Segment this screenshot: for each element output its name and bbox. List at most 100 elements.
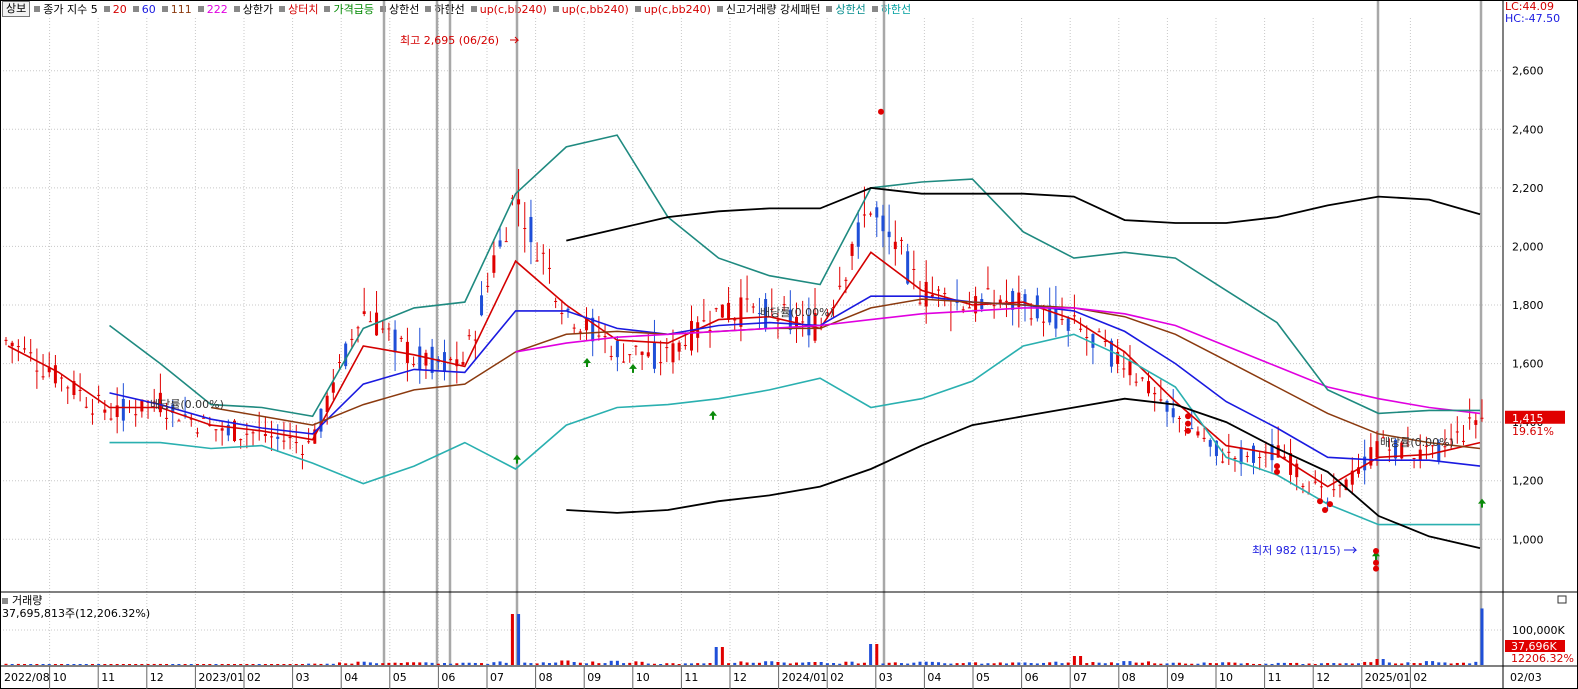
annotations: 최고 2,695 (06/26) 최저 982 (11/15) 배당률(0.00%)… xyxy=(150,34,1454,557)
volume-bar xyxy=(294,664,298,665)
signal-dot xyxy=(1185,427,1191,434)
legend-label: up(c,bb240) xyxy=(561,2,629,16)
volume-bar xyxy=(622,663,626,665)
legend-item[interactable]: 222 xyxy=(197,1,228,17)
volume-bar xyxy=(591,661,595,665)
candle-body xyxy=(677,342,681,352)
signal-dot xyxy=(1185,413,1191,420)
candle-body xyxy=(745,298,749,300)
candle-body xyxy=(578,331,582,333)
volume-bar xyxy=(807,662,811,665)
candle-body xyxy=(23,348,27,350)
volume-bar xyxy=(35,664,39,665)
legend-item[interactable]: 상한가 xyxy=(233,1,273,17)
volume-current-box xyxy=(1505,640,1565,652)
candle-body xyxy=(1350,470,1354,485)
candle-body xyxy=(1177,417,1181,419)
signal-dot xyxy=(1317,498,1323,505)
volume-bar xyxy=(1270,663,1274,665)
x-tick-label: 07 xyxy=(1073,671,1087,684)
volume-bar xyxy=(263,664,267,665)
volume-bar xyxy=(313,663,317,665)
candle-body xyxy=(825,315,829,317)
candle-body xyxy=(634,345,638,347)
x-tick-label: 08 xyxy=(539,671,553,684)
candle-body xyxy=(924,281,928,307)
legend-item[interactable]: 신고거래량 강세패턴 xyxy=(716,1,820,17)
volume-bar xyxy=(1196,663,1200,665)
volume-bar xyxy=(881,663,885,665)
candle-body xyxy=(134,414,138,416)
candle-body xyxy=(517,199,521,205)
candle-body xyxy=(1332,489,1336,491)
candle-body xyxy=(986,288,990,290)
candle-body xyxy=(1363,456,1367,471)
candle-body xyxy=(1394,439,1398,459)
candle-body xyxy=(430,346,434,373)
x-tick-label: 09 xyxy=(1170,671,1184,684)
volume-bar xyxy=(455,663,459,665)
candle-body xyxy=(782,304,786,306)
candle-body xyxy=(585,318,589,331)
legend-item[interactable]: up(c,bb240) xyxy=(634,1,711,17)
volume-bar xyxy=(560,660,564,665)
legend-item[interactable]: 종가 지수 5 xyxy=(34,1,98,17)
legend-item[interactable]: 60 xyxy=(132,1,156,17)
candle-body xyxy=(788,309,792,330)
legend-item[interactable]: 하한선 xyxy=(871,1,911,17)
volume-bar xyxy=(535,663,539,665)
candle-body xyxy=(473,339,477,341)
volume-panel-title: 거래량 37,695,813주(12,206.32%) xyxy=(2,594,150,620)
tab-sangbo[interactable]: 상보 xyxy=(2,1,31,17)
volume-bar xyxy=(1017,662,1021,665)
candle-body xyxy=(659,362,663,364)
candle-body xyxy=(1258,457,1262,459)
volume-bar xyxy=(572,662,576,665)
candle-body xyxy=(967,307,971,309)
candle-body xyxy=(1461,440,1465,442)
x-tick-label: 2025/01 xyxy=(1365,671,1411,684)
candle-body xyxy=(1153,392,1157,395)
x-tick-label: 10 xyxy=(636,671,650,684)
volume-bar xyxy=(1116,663,1120,665)
candle-body xyxy=(492,255,496,273)
legend-square-icon xyxy=(233,6,240,12)
candle-body xyxy=(1159,399,1163,401)
volume-bar xyxy=(140,664,144,665)
dividend-annotation: 배당률(0.00%) xyxy=(1380,436,1454,449)
candle-body xyxy=(177,420,181,422)
candle-body xyxy=(622,361,626,363)
candle-body xyxy=(554,300,558,302)
candle-body xyxy=(640,351,644,355)
legend-item[interactable]: up(c,bb240) xyxy=(470,1,547,17)
volume-bar xyxy=(1363,661,1367,665)
candle-body xyxy=(1048,305,1052,323)
volume-bar xyxy=(1480,608,1484,665)
volume-bar xyxy=(90,664,94,665)
x-tick-label: 04 xyxy=(344,671,358,684)
candle-body xyxy=(294,442,298,444)
candle-body xyxy=(47,367,51,373)
volume-bar xyxy=(195,664,199,665)
candle-body xyxy=(1468,417,1472,419)
volume-bar xyxy=(677,664,681,665)
volume-bar xyxy=(375,663,379,665)
legend-item[interactable]: 20 xyxy=(103,1,127,17)
candle-body xyxy=(560,313,564,315)
volume-bar xyxy=(1072,656,1076,665)
volume-bar xyxy=(1227,662,1231,665)
legend-item[interactable]: 상터치 xyxy=(279,1,318,17)
legend-item[interactable]: 상한선 xyxy=(826,1,866,17)
candle-body xyxy=(869,213,873,215)
buy-arrow-icon xyxy=(513,454,521,464)
volume-bar xyxy=(1079,656,1083,665)
legend-item[interactable]: 111 xyxy=(161,1,192,17)
candle-body xyxy=(1449,438,1453,440)
legend-item[interactable]: 가격급등 xyxy=(324,1,374,17)
legend-item[interactable]: up(c,bb240) xyxy=(552,1,629,17)
candle-body xyxy=(547,267,551,269)
volume-bar xyxy=(714,647,718,665)
candle-body xyxy=(1196,431,1200,436)
